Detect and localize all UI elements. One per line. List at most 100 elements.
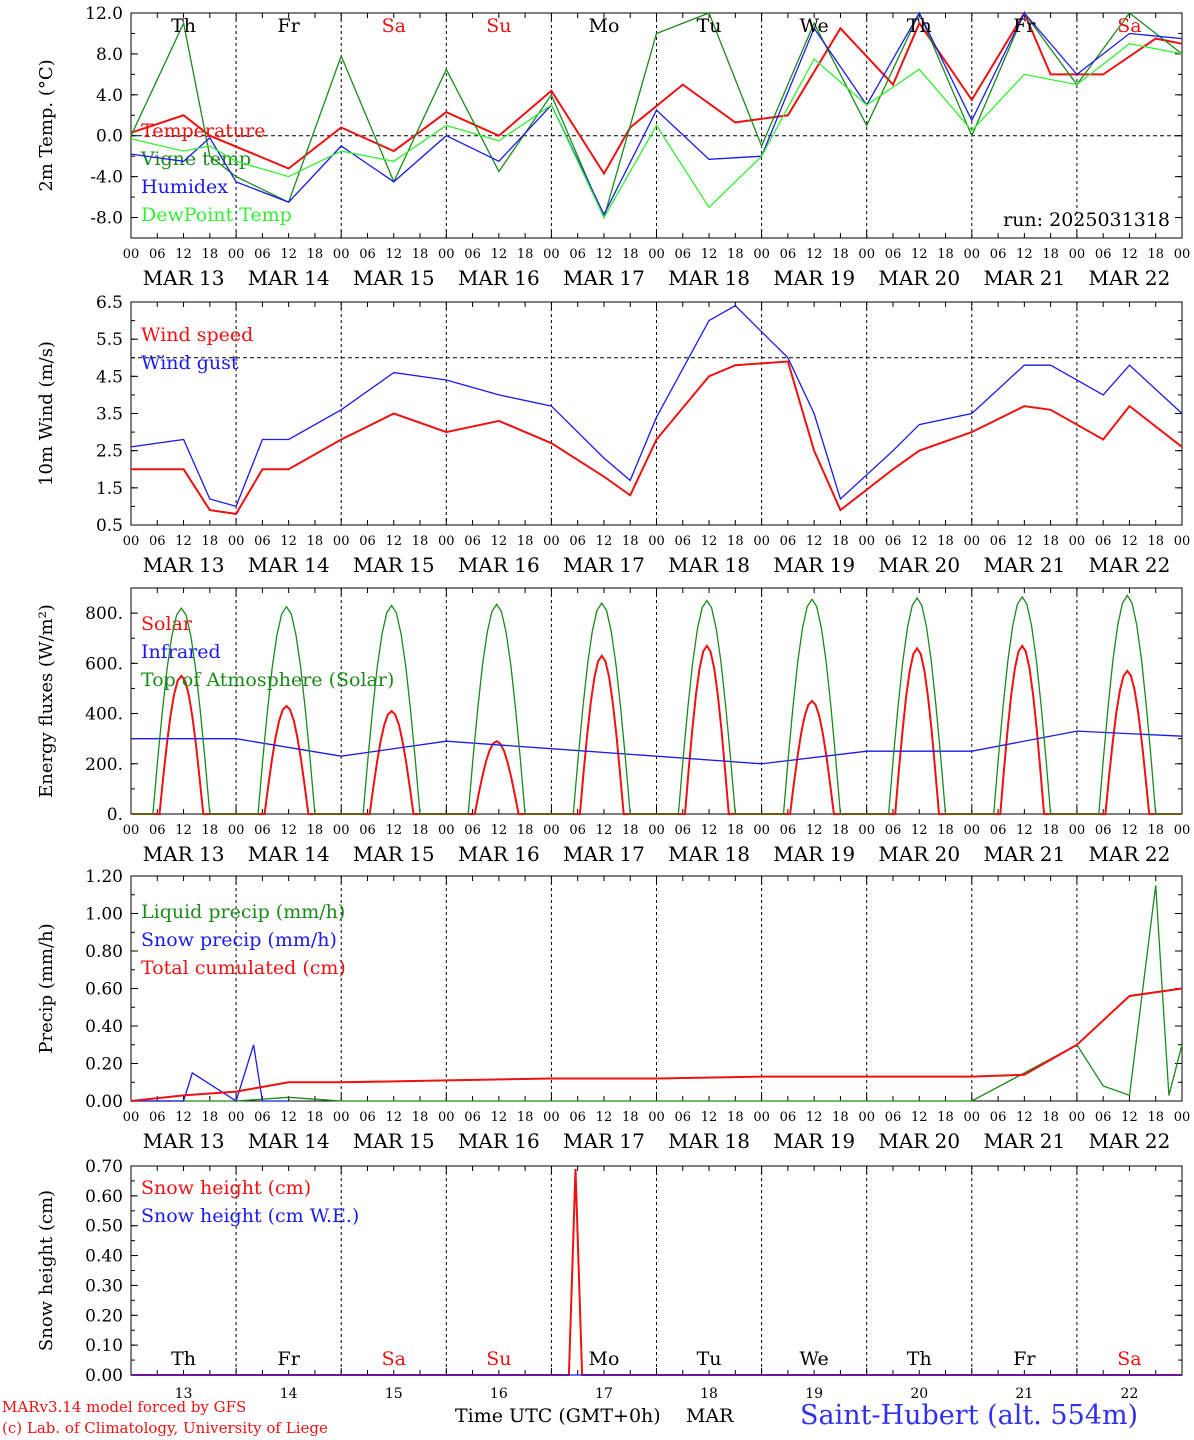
- y-tick-label: 0.20: [85, 1306, 123, 1326]
- date-label: MAR 16: [458, 1129, 540, 1153]
- hour-tick-label: 06: [359, 1110, 376, 1125]
- hour-tick-label: 12: [1016, 534, 1033, 549]
- y-tick-label: 2.5: [96, 442, 123, 462]
- y-tick-label: 0.70: [85, 1157, 123, 1177]
- hour-tick-label: 06: [780, 1110, 797, 1125]
- hour-tick-label: 06: [569, 247, 586, 262]
- day-number-label: 22: [1121, 1386, 1139, 1402]
- hour-tick-label: 18: [202, 534, 219, 549]
- y-axis-label: 2m Temp. (°C): [36, 59, 57, 191]
- y-tick-label: 0.50: [85, 1217, 123, 1237]
- legend-entry: Wind gust: [141, 352, 239, 374]
- hour-tick-label: 18: [1147, 823, 1164, 838]
- date-label: MAR 19: [773, 553, 855, 577]
- hour-tick-label: 18: [202, 247, 219, 262]
- hour-tick-label: 12: [806, 823, 823, 838]
- hour-tick-label: 12: [491, 1110, 508, 1125]
- hour-tick-label: 18: [937, 823, 954, 838]
- hour-tick-label: 06: [464, 247, 481, 262]
- run-label: run: 2025031318: [1003, 209, 1170, 231]
- hour-tick-label: 12: [491, 247, 508, 262]
- date-label: MAR 19: [773, 842, 855, 866]
- y-tick-label: 200.: [85, 755, 123, 775]
- date-label: MAR 20: [878, 266, 960, 290]
- y-tick-label: -8.0: [90, 209, 123, 229]
- hour-tick-label: 06: [359, 534, 376, 549]
- hour-tick-label: 18: [307, 823, 324, 838]
- hour-tick-label: 00: [228, 247, 245, 262]
- hour-tick-label: 00: [964, 823, 981, 838]
- hour-tick-label: 00: [858, 247, 875, 262]
- legend-entry: Solar: [141, 613, 193, 635]
- hour-tick-label: 00: [753, 247, 770, 262]
- hour-tick-label: 18: [937, 1110, 954, 1125]
- hour-tick-label: 00: [753, 823, 770, 838]
- hour-tick-label: 00: [858, 823, 875, 838]
- date-label: MAR 13: [143, 842, 225, 866]
- hour-tick-label: 12: [596, 823, 613, 838]
- y-tick-label: 1.20: [85, 867, 123, 887]
- legend-entry: DewPoint Temp: [141, 204, 292, 226]
- hour-tick-label: 00: [438, 1110, 455, 1125]
- weekday-label: Mo: [588, 1348, 619, 1370]
- hour-tick-label: 18: [517, 823, 534, 838]
- date-label: MAR 18: [668, 1129, 750, 1153]
- hour-tick-label: 12: [1016, 1110, 1033, 1125]
- y-axis-label: Energy fluxes (W/m²): [36, 604, 57, 798]
- hour-tick-label: 06: [990, 247, 1007, 262]
- hour-tick-label: 18: [832, 823, 849, 838]
- hour-tick-label: 18: [307, 1110, 324, 1125]
- hour-tick-label: 18: [412, 1110, 429, 1125]
- hour-tick-label: 18: [1042, 1110, 1059, 1125]
- weekday-label: Tu: [697, 1348, 722, 1370]
- date-label: MAR 19: [773, 266, 855, 290]
- hour-tick-label: 12: [491, 823, 508, 838]
- panel-2: 0.5 1.5 2.5 3.5 4.5 5.5 6.5 10m Wind (m/s) Wind …: [36, 293, 1190, 577]
- model-credit: MARv3.14 model forced by GFS: [2, 1398, 247, 1416]
- y-tick-label: -4.0: [90, 168, 123, 188]
- hour-tick-label: 12: [701, 247, 718, 262]
- y-tick-label: 1.5: [96, 479, 123, 499]
- hour-tick-label: 18: [937, 534, 954, 549]
- hour-tick-label: 18: [517, 534, 534, 549]
- hour-tick-label: 18: [622, 534, 639, 549]
- weekday-label: Th: [907, 15, 932, 37]
- weekday-label: Mo: [588, 15, 619, 37]
- panel-3: 0. 200. 400. 600. 800. Energy fluxes (W/m²) So…: [36, 587, 1190, 866]
- hour-tick-label: 06: [254, 247, 271, 262]
- y-tick-label: 4.5: [96, 367, 123, 387]
- series-line-3: [131, 594, 1182, 815]
- hour-tick-label: 12: [175, 823, 192, 838]
- date-label: MAR 16: [458, 266, 540, 290]
- hour-tick-label: 00: [333, 247, 350, 262]
- y-tick-label: 4.0: [96, 86, 123, 106]
- y-tick-label: 0.5: [96, 516, 123, 536]
- hour-tick-label: 18: [412, 534, 429, 549]
- hour-tick-label: 06: [885, 247, 902, 262]
- hour-tick-label: 12: [701, 534, 718, 549]
- hour-tick-label: 06: [1095, 534, 1112, 549]
- y-tick-label: 0.00: [85, 1092, 123, 1112]
- hour-tick-label: 18: [412, 823, 429, 838]
- hour-tick-label: 12: [596, 1110, 613, 1125]
- y-tick-label: 0.10: [85, 1336, 123, 1356]
- hour-tick-label: 12: [701, 823, 718, 838]
- hour-tick-label: 06: [149, 823, 166, 838]
- hour-tick-label: 12: [280, 534, 297, 549]
- day-number-label: 15: [385, 1386, 403, 1402]
- hour-tick-label: 06: [675, 247, 692, 262]
- date-label: MAR 21: [983, 553, 1065, 577]
- hour-tick-label: 18: [622, 823, 639, 838]
- y-tick-label: 0.30: [85, 1276, 123, 1296]
- hour-tick-label: 12: [596, 534, 613, 549]
- hour-tick-label: 00: [964, 247, 981, 262]
- hour-tick-label: 06: [254, 534, 271, 549]
- hour-tick-label: 00: [1069, 247, 1086, 262]
- date-label: MAR 15: [353, 842, 435, 866]
- hour-tick-label: 00: [438, 534, 455, 549]
- hour-tick-label: 06: [780, 823, 797, 838]
- hour-tick-label: 18: [622, 1110, 639, 1125]
- hour-tick-label: 06: [675, 534, 692, 549]
- y-tick-label: 12.0: [85, 4, 123, 24]
- hour-tick-label: 06: [149, 1110, 166, 1125]
